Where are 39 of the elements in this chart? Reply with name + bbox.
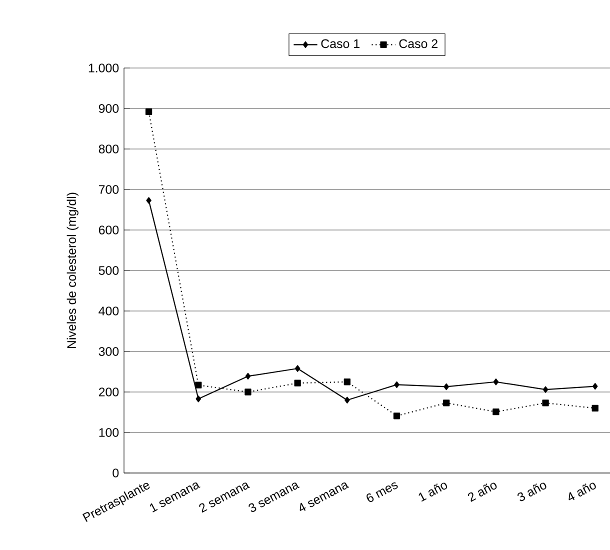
y-tick-label: 800	[98, 144, 119, 154]
point	[244, 388, 252, 396]
y-tick-label: 100	[99, 428, 119, 437]
y-tick-label: 500	[98, 266, 119, 275]
point	[592, 404, 598, 412]
point	[394, 381, 400, 388]
point	[294, 365, 300, 372]
x-tick-label: 3 año	[518, 482, 546, 502]
point	[344, 378, 350, 386]
point	[592, 383, 598, 390]
y-axis-title: Niveles de colesterol (mg/dl)	[66, 192, 78, 348]
y-tick-label: 400	[98, 306, 119, 316]
x-tick-label: 6 mes	[366, 482, 398, 502]
x-tick-label: 1 año	[418, 482, 448, 502]
point	[344, 396, 350, 404]
point	[196, 396, 202, 402]
point	[542, 400, 549, 406]
x-tick-label: 2 año	[468, 482, 497, 502]
point	[443, 400, 450, 406]
legend-label: Caso 1	[321, 39, 360, 48]
point	[146, 197, 152, 204]
y-tick-label: 900	[98, 104, 119, 113]
point	[294, 380, 301, 386]
point	[145, 108, 152, 116]
point	[245, 372, 251, 380]
x-tick-label: 4 año	[568, 482, 596, 500]
point	[492, 408, 500, 416]
point	[542, 386, 548, 393]
y-tick-label: 300	[98, 347, 119, 356]
y-tick-label: 700	[98, 185, 119, 194]
y-tick-label: 1.000	[88, 64, 119, 72]
point	[393, 412, 400, 420]
point	[444, 383, 449, 390]
y-tick-label: 600	[98, 226, 119, 234]
legend-label: Caso 2	[399, 39, 438, 48]
y-tick-label: 0	[112, 468, 119, 478]
y-tick-label: 200	[98, 388, 119, 396]
point	[195, 382, 202, 388]
point	[493, 378, 499, 386]
